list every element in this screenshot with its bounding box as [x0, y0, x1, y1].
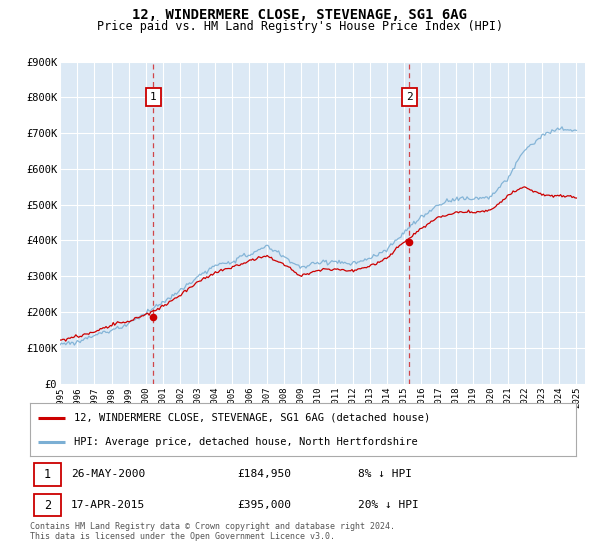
- Text: 2: 2: [44, 498, 51, 512]
- Text: Contains HM Land Registry data © Crown copyright and database right 2024.
This d: Contains HM Land Registry data © Crown c…: [30, 522, 395, 542]
- Text: 26-MAY-2000: 26-MAY-2000: [71, 469, 145, 479]
- FancyBboxPatch shape: [34, 463, 61, 486]
- Text: Price paid vs. HM Land Registry's House Price Index (HPI): Price paid vs. HM Land Registry's House …: [97, 20, 503, 32]
- Text: £395,000: £395,000: [238, 500, 292, 510]
- Text: 17-APR-2015: 17-APR-2015: [71, 500, 145, 510]
- Text: 1: 1: [44, 468, 51, 481]
- Text: £184,950: £184,950: [238, 469, 292, 479]
- Text: 1: 1: [150, 92, 157, 102]
- Text: 8% ↓ HPI: 8% ↓ HPI: [358, 469, 412, 479]
- Text: 2: 2: [406, 92, 413, 102]
- Text: 12, WINDERMERE CLOSE, STEVENAGE, SG1 6AG: 12, WINDERMERE CLOSE, STEVENAGE, SG1 6AG: [133, 8, 467, 22]
- Text: 20% ↓ HPI: 20% ↓ HPI: [358, 500, 418, 510]
- FancyBboxPatch shape: [34, 494, 61, 516]
- Text: HPI: Average price, detached house, North Hertfordshire: HPI: Average price, detached house, Nort…: [74, 437, 418, 447]
- Text: 12, WINDERMERE CLOSE, STEVENAGE, SG1 6AG (detached house): 12, WINDERMERE CLOSE, STEVENAGE, SG1 6AG…: [74, 413, 430, 423]
